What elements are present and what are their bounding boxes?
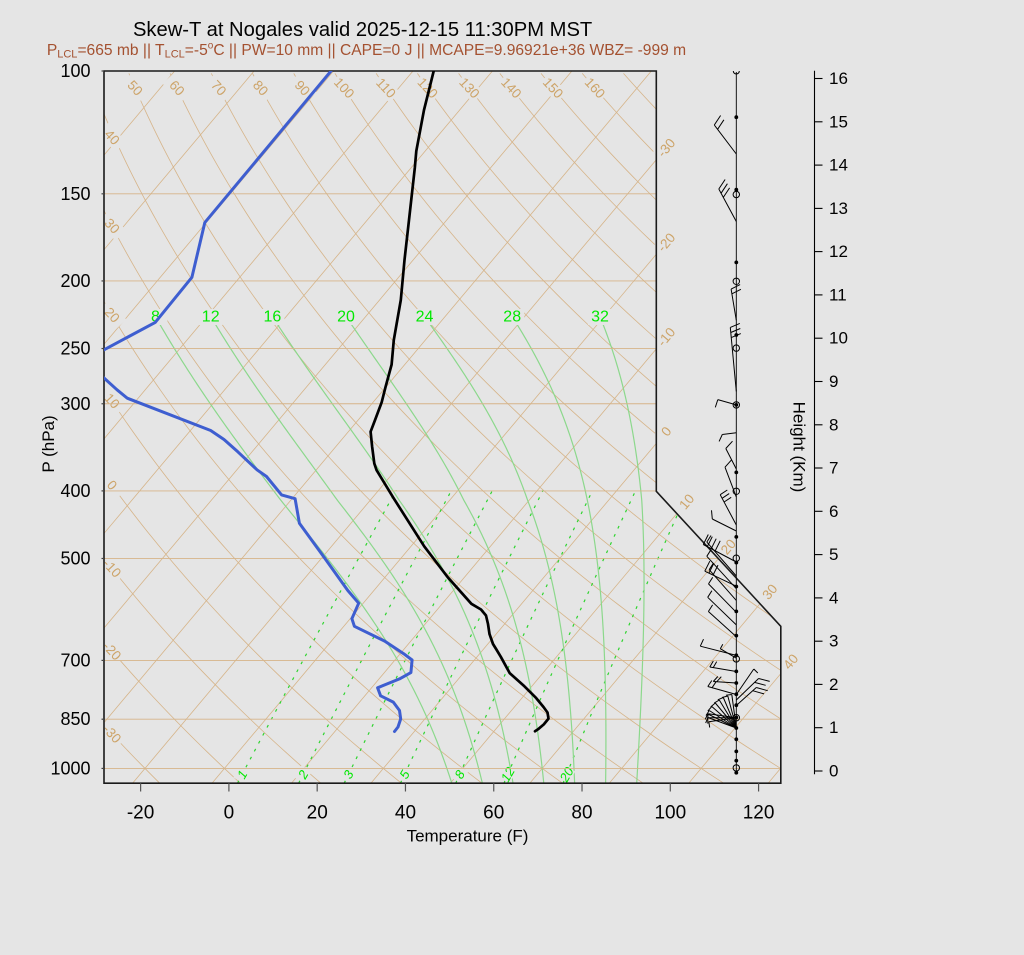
svg-text:1000: 1000 <box>50 758 90 778</box>
svg-text:8: 8 <box>829 415 838 434</box>
svg-text:60: 60 <box>166 77 187 98</box>
svg-text:120: 120 <box>743 803 775 824</box>
svg-text:32: 32 <box>591 309 609 326</box>
svg-text:0: 0 <box>829 762 838 781</box>
svg-text:13: 13 <box>829 199 848 218</box>
svg-text:20: 20 <box>337 309 355 326</box>
svg-text:80: 80 <box>250 77 271 98</box>
svg-text:24: 24 <box>416 309 434 326</box>
svg-text:80: 80 <box>571 803 592 824</box>
svg-text:14: 14 <box>829 156 848 175</box>
svg-text:400: 400 <box>60 481 90 501</box>
svg-text:30: 30 <box>759 581 780 602</box>
svg-text:1: 1 <box>829 718 838 737</box>
svg-text:40: 40 <box>780 651 801 672</box>
svg-text:30: 30 <box>101 215 122 236</box>
svg-text:5: 5 <box>829 545 838 564</box>
svg-text:8: 8 <box>151 309 160 326</box>
svg-text:3: 3 <box>829 632 838 651</box>
svg-text:20: 20 <box>101 304 122 325</box>
svg-text:40: 40 <box>101 127 122 148</box>
svg-text:28: 28 <box>503 309 521 326</box>
svg-text:9: 9 <box>829 372 838 391</box>
svg-text:12: 12 <box>829 242 848 261</box>
svg-text:90: 90 <box>292 77 313 98</box>
svg-text:10: 10 <box>101 390 122 411</box>
svg-text:20: 20 <box>307 803 328 824</box>
svg-text:16: 16 <box>829 69 848 88</box>
svg-text:50: 50 <box>124 77 145 98</box>
svg-text:850: 850 <box>60 709 90 729</box>
svg-text:7: 7 <box>829 459 838 478</box>
svg-text:P (hPa): P (hPa) <box>39 415 58 472</box>
svg-text:300: 300 <box>60 394 90 414</box>
svg-text:Height (Km): Height (Km) <box>790 402 809 493</box>
svg-text:250: 250 <box>60 339 90 359</box>
svg-text:PLCL=665 mb || TLCL=-5oC || PW: PLCL=665 mb || TLCL=-5oC || PW=10 mm || … <box>47 40 686 61</box>
svg-text:15: 15 <box>829 112 848 131</box>
svg-text:16: 16 <box>264 309 282 326</box>
svg-text:40: 40 <box>395 803 416 824</box>
svg-text:-20: -20 <box>127 803 154 824</box>
svg-text:200: 200 <box>60 271 90 291</box>
svg-text:11: 11 <box>829 285 847 304</box>
svg-text:4: 4 <box>829 588 838 607</box>
svg-text:10: 10 <box>676 491 697 512</box>
svg-text:100: 100 <box>60 61 90 81</box>
svg-text:700: 700 <box>60 650 90 670</box>
svg-text:2: 2 <box>829 675 838 694</box>
svg-text:Temperature (F): Temperature (F) <box>407 827 529 846</box>
svg-text:100: 100 <box>654 803 686 824</box>
svg-text:500: 500 <box>60 549 90 569</box>
svg-text:12: 12 <box>202 309 220 326</box>
svg-text:6: 6 <box>829 502 838 521</box>
svg-text:0: 0 <box>224 803 235 824</box>
svg-text:20: 20 <box>556 764 577 786</box>
svg-text:150: 150 <box>60 184 90 204</box>
svg-text:70: 70 <box>208 77 229 98</box>
svg-text:20: 20 <box>718 536 739 557</box>
svg-text:Skew-T at Nogales valid 2025-1: Skew-T at Nogales valid 2025-12-15 11:30… <box>133 19 592 41</box>
svg-text:60: 60 <box>483 803 504 824</box>
svg-text:10: 10 <box>829 329 848 348</box>
